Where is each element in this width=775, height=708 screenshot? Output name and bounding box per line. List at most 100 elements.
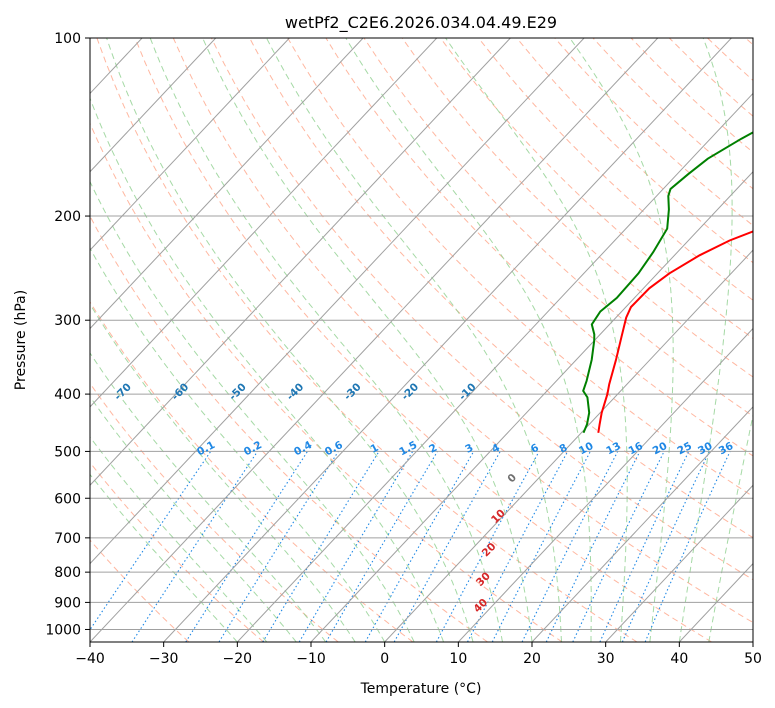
moist-adiabat-line — [90, 352, 327, 642]
theta-label: -50 — [227, 381, 249, 403]
moist-adiabat-line — [708, 412, 753, 642]
moist-adiabat-line — [90, 473, 238, 642]
mixing-ratio-label: 0.1 — [195, 439, 217, 458]
y-tick-label: 300 — [54, 313, 81, 329]
pressure-grid — [90, 38, 753, 630]
moist-adiabat-line — [266, 38, 562, 642]
y-tick-label: 600 — [54, 491, 81, 507]
moist-adiabat-line — [149, 38, 503, 642]
moist-adiabat-line — [90, 97, 445, 642]
mixing-ratio-line — [644, 451, 731, 642]
dewpoint-line — [582, 131, 753, 434]
dry-adiabat-line — [668, 38, 753, 117]
x-tick-label: −40 — [75, 651, 105, 667]
mixing-ratio-label: 1 — [369, 442, 381, 456]
mixing-ratio-label: 4 — [490, 442, 502, 456]
isotherm-line — [90, 38, 438, 408]
mixing-ratio-line — [262, 451, 380, 642]
dry-adiabat-line — [96, 38, 638, 642]
mixing-ratio-line — [131, 451, 258, 642]
dry-adiabat-line — [90, 382, 339, 642]
temperature-line — [597, 230, 753, 433]
dry-adiabat-line — [287, 38, 753, 498]
isotherm-line — [236, 92, 753, 642]
mixing-ratio-label: 13 — [604, 440, 623, 457]
sounding-series — [582, 131, 753, 434]
mixing-ratio-line — [393, 451, 501, 642]
mixing-ratio-label: 0.4 — [292, 439, 314, 458]
isotherm-line — [0, 38, 68, 642]
mixing-ratio-label: 3 — [463, 442, 475, 456]
theta-e-label: 10 — [489, 507, 508, 526]
theta-e-label: 0 — [505, 472, 519, 486]
y-tick-label: 100 — [54, 31, 81, 47]
y-tick-label: 500 — [54, 444, 81, 460]
x-tick-label: −30 — [149, 651, 179, 667]
mixing-ratio-label: 1.5 — [397, 439, 419, 458]
x-tick-label: −20 — [223, 651, 253, 667]
y-tick-label: 400 — [54, 387, 81, 403]
mixing-ratio-line — [218, 451, 339, 642]
isotherm-line — [90, 38, 511, 486]
dry-adiabat-line — [707, 38, 753, 82]
mixing-ratio-label: 2 — [427, 442, 439, 456]
moist-adiabat-line — [90, 247, 386, 642]
mixing-ratio-label: 0.6 — [323, 439, 345, 458]
y-tick-label: 200 — [54, 209, 81, 225]
plot-area: 0.10.20.40.611.52346810131620253036-100-… — [0, 38, 753, 642]
isotherm-line — [531, 406, 753, 642]
moist-adiabat-line — [345, 38, 592, 642]
mixing-ratio-line — [435, 451, 540, 642]
plot-frame — [89, 37, 754, 643]
dry-adiabats — [90, 38, 753, 642]
dry-adiabat-line — [210, 38, 753, 581]
mixing-ratio-label: 6 — [529, 442, 541, 456]
moist-adiabat-line — [90, 436, 268, 642]
moist-adiabat-line — [90, 303, 356, 642]
axes: −40 −30 −20 −10 0 10 20 30 40 5010020030040050060… — [45, 31, 762, 667]
moist-adiabat-line — [445, 38, 628, 642]
theta-label: -70 — [112, 381, 134, 403]
y-tick-label: 1000 — [45, 622, 81, 638]
mixing-ratio-line — [185, 451, 308, 642]
isotherm-line — [605, 484, 753, 642]
mixing-ratio-label: 0.2 — [242, 439, 264, 458]
dry-adiabat-line — [172, 38, 753, 624]
dry-adiabat-line — [134, 38, 712, 642]
mixing-ratio-line — [364, 451, 475, 642]
mixing-ratio-line — [599, 451, 690, 642]
dry-adiabat-line — [478, 38, 753, 301]
moist-adiabat-line — [90, 395, 297, 642]
dry-adiabat-line — [745, 38, 753, 46]
theta-label: -10 — [457, 381, 479, 403]
theta-label: -30 — [342, 381, 364, 403]
x-tick-label: −10 — [296, 651, 326, 667]
theta-e-label: 20 — [480, 541, 499, 560]
x-tick-label: 40 — [670, 651, 688, 667]
isotherm-line — [163, 38, 732, 642]
theta-e-label: 40 — [471, 596, 490, 615]
dry-adiabat-line — [90, 539, 190, 642]
dry-adiabat-line — [325, 38, 753, 457]
x-tick-label: 50 — [744, 651, 762, 667]
dry-adiabat-line — [90, 461, 264, 642]
theta-label: -20 — [399, 381, 421, 403]
x-tick-label: 30 — [597, 651, 615, 667]
isotherm-line — [384, 249, 753, 642]
theta-label: -60 — [169, 381, 191, 403]
x-tick-label: 10 — [449, 651, 467, 667]
mixing-ratio-line — [521, 451, 619, 642]
isotherm-line — [90, 38, 364, 330]
isotherm-grid — [0, 38, 753, 642]
isotherm-line — [90, 38, 585, 565]
mixing-ratio-line — [621, 451, 710, 642]
isotherm-line — [457, 327, 753, 642]
mixing-ratio-label: 8 — [557, 442, 569, 456]
isotherm-line — [90, 38, 217, 173]
x-tick-label: 20 — [523, 651, 541, 667]
moist-adiabat-line — [678, 38, 733, 642]
mixing-ratio-line — [491, 451, 591, 642]
line-labels: 0.10.20.40.611.52346810131620253036-100-… — [112, 381, 735, 615]
moist-adiabat-line — [202, 38, 533, 642]
x-axis-label: Temperature (°C) — [360, 681, 482, 697]
